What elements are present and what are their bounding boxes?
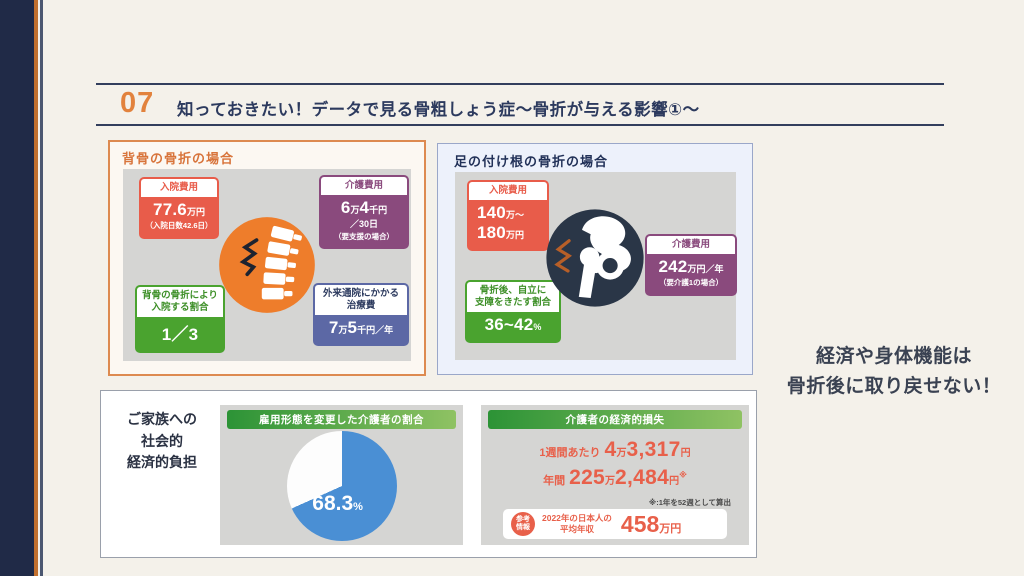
hip-care-cost-note: （要介護1の場合） (658, 277, 724, 287)
slide-title: 知っておきたい！データで見る骨粗しょう症〜骨折が与える影響①〜 (177, 101, 700, 119)
spine-hospital-cost-label: 入院費用 (141, 179, 217, 197)
reference-income-label: 2022年の日本人の 平均年収 (542, 512, 612, 534)
spine-hospitalization-ratio-card: 背骨の骨折により 入院する割合 1／3 (135, 285, 225, 353)
spine-outpatient-cost-card: 外来通院にかかる 治療費 7万5千円／年 (313, 283, 409, 346)
economic-loss-section: 介護者の経済的損失 1週間あたり 4万3,317円 年間 225万2,484円※ ※… (481, 405, 749, 545)
hip-impairment-label: 骨折後、自立に (479, 285, 547, 296)
reference-income-box: 参考 情報 2022年の日本人の 平均年収 458万円 (503, 509, 727, 539)
hip-panel-photo-area: 入院費用 140万〜 180万円 介護費用 242万円／年 （要介護1の場合） … (455, 172, 737, 360)
employment-change-header: 雇用形態を変更した介護者の割合 (227, 410, 456, 429)
spine-ratio-label: 背骨の骨折により (142, 290, 218, 301)
spine-ratio-value: 1／3 (161, 324, 199, 344)
left-accent-stripe-orange (34, 0, 38, 576)
spine-fracture-icon (215, 213, 319, 322)
side-message: 経済や身体機能は 骨折後に取り戻せない！ (786, 346, 1002, 398)
family-burden-label: ご家族への 社会的 経済的負担 (127, 411, 197, 471)
hip-panel-title: 足の付け根の骨折の場合 (454, 154, 609, 169)
spine-outpatient-label: 外来通院にかかる (322, 288, 399, 299)
yearly-loss-line: 年間 225万2,484円※ (543, 466, 687, 489)
spine-care-cost-card: 介護費用 6万4千円 ／30日 （要支援の場合） (319, 175, 409, 250)
slide-number: 07 (120, 87, 155, 119)
spine-panel-photo-area: 入院費用 77.6万円 （入院日数42.6日） 介護費用 6万4千円 ／30日 … (123, 169, 411, 361)
hip-hospital-cost-label: 入院費用 (469, 182, 547, 200)
hip-hospital-cost-card: 入院費用 140万〜 180万円 (467, 180, 549, 251)
hip-fracture-icon (541, 204, 649, 317)
economic-loss-header: 介護者の経済的損失 (488, 410, 742, 429)
reference-income-value: 458万円 (620, 510, 682, 537)
loss-calculation-note: ※:1年を52週として算出 (648, 498, 731, 507)
spine-care-cost-note: （要支援の場合） (334, 231, 394, 241)
spine-fracture-panel: 背骨の骨折の場合 入院費用 77.6万円 （入院日数42.6日） 介護費用 6万… (108, 140, 426, 376)
pie-chart-value: 68.3% (312, 491, 363, 515)
spine-outpatient-value: 7 (328, 317, 339, 337)
weekly-loss-line: 1週間あたり 4万3,317円 (539, 438, 691, 461)
hip-care-cost-value: 242 (658, 256, 688, 276)
spine-hospital-cost-card: 入院費用 77.6万円 （入院日数42.6日） (139, 177, 219, 239)
pie-chart-graphic (287, 431, 397, 541)
spine-care-cost-value: 6 (340, 197, 351, 217)
hip-care-cost-card: 介護費用 242万円／年 （要介護1の場合） (645, 234, 737, 296)
hip-care-cost-label: 介護費用 (647, 236, 735, 254)
spine-panel-title: 背骨の骨折の場合 (122, 151, 235, 166)
employment-change-section: 雇用形態を変更した介護者の割合 68.3% (220, 405, 463, 545)
hip-impairment-ratio-card: 骨折後、自立に 支障をきたす割合 36~42% (465, 280, 561, 343)
family-burden-panel: ご家族への 社会的 経済的負担 雇用形態を変更した介護者の割合 68.3% 介護… (100, 390, 757, 558)
header-rule-top (96, 83, 944, 85)
spine-hospital-cost-value: 77.6 (153, 199, 187, 219)
hip-fracture-panel: 足の付け根の骨折の場合 入院費用 140万〜 180万円 介護費用 242万円／… (437, 143, 753, 375)
header-rule-bottom (96, 124, 944, 126)
spine-care-cost-label: 介護費用 (321, 177, 407, 195)
reference-badge: 参考 情報 (511, 512, 535, 536)
hip-impairment-value: 36~42 (484, 314, 534, 334)
hip-hospital-cost-value: 140 (477, 202, 506, 222)
left-accent-bar (0, 0, 34, 576)
left-accent-stripe-navy (40, 0, 43, 576)
pie-chart: 68.3% (287, 431, 397, 541)
spine-hospital-cost-note: （入院日数42.6日） (145, 220, 213, 230)
